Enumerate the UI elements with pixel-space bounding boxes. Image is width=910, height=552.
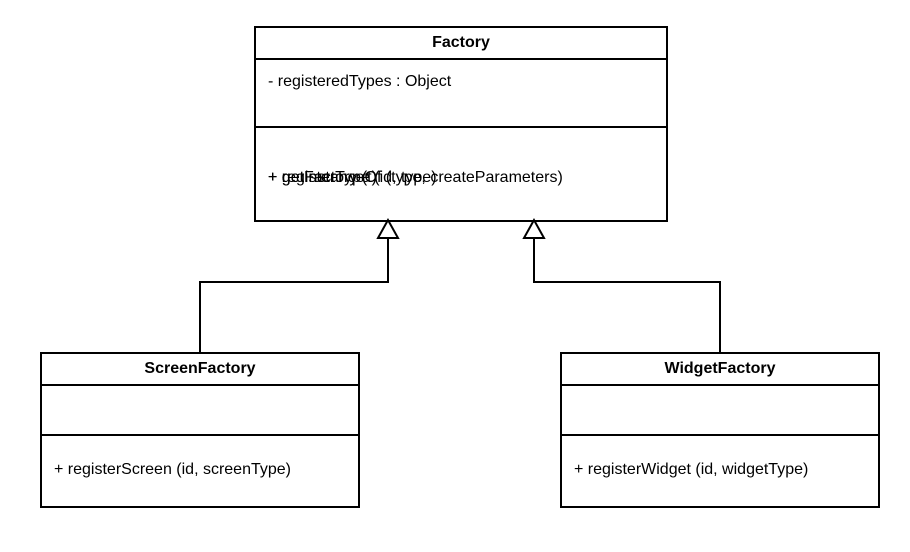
generalization-arrow-icon <box>524 220 544 238</box>
operation-line: + registerWidget (id, widgetType) <box>574 458 866 482</box>
class-screenfactory-title: ScreenFactory <box>42 354 358 386</box>
generalization-arrow-icon <box>378 220 398 238</box>
generalization-screenfactory-to-factory <box>200 238 388 352</box>
class-widgetfactory: WidgetFactory + registerWidget (id, widg… <box>560 352 880 508</box>
class-widgetfactory-operations: + registerWidget (id, widgetType) <box>562 436 878 506</box>
class-factory: Factory - registeredTypes : Object + get… <box>254 26 668 222</box>
class-factory-operations: + getInstanceOf (type, createParameters)… <box>256 128 666 220</box>
class-widgetfactory-title: WidgetFactory <box>562 354 878 386</box>
class-factory-title: Factory <box>256 28 666 60</box>
generalization-widgetfactory-to-factory <box>534 238 720 352</box>
class-factory-attributes: - registeredTypes : Object <box>256 60 666 128</box>
class-widgetfactory-attributes <box>562 386 878 436</box>
operation-line: + getFactory (t) <box>268 166 377 190</box>
class-screenfactory: ScreenFactory + registerScreen (id, scre… <box>40 352 360 508</box>
operation-line: + registerScreen (id, screenType) <box>54 458 346 482</box>
attribute-line: - registeredTypes : Object <box>268 70 654 94</box>
class-screenfactory-attributes <box>42 386 358 436</box>
class-screenfactory-operations: + registerScreen (id, screenType) <box>42 436 358 506</box>
